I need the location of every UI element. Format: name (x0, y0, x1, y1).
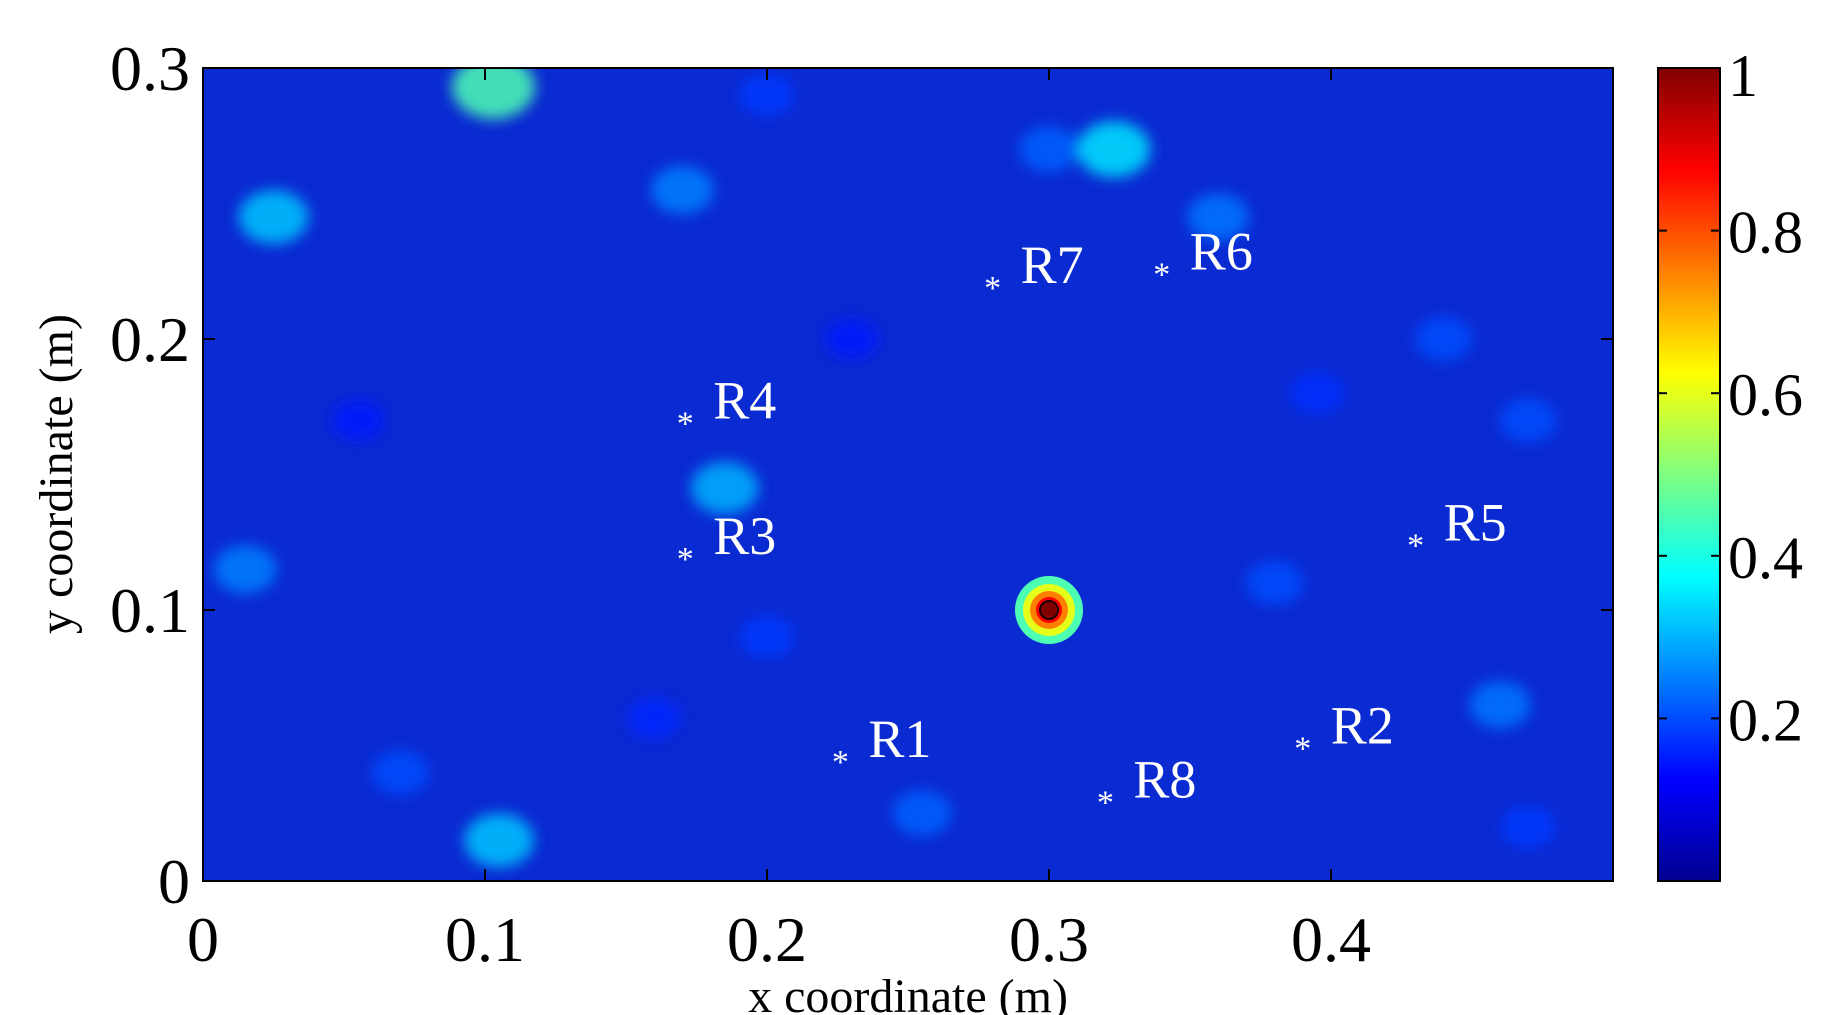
colorbar-tick-label: 0.6 (1728, 362, 1803, 428)
receiver-label: R1 (868, 709, 931, 769)
heatmap-bright-spot (627, 698, 681, 739)
heatmap-bright-spot (464, 813, 534, 868)
x-tick-label: 0.1 (445, 904, 525, 975)
receiver-label: R4 (713, 370, 776, 430)
receiver-marker-star: * (1153, 256, 1170, 293)
receiver-marker: * R6 (1153, 221, 1253, 293)
colorbar-tick-label: 0.8 (1728, 200, 1803, 266)
receiver-label: R3 (713, 506, 776, 566)
colorbar-tick-label: 0.4 (1728, 525, 1803, 591)
heatmap-plot-area: * R1 * R2 * R3 * R4 * R5 * R6 * R7 * R8 (202, 67, 1614, 882)
receiver-marker: * R7 (984, 235, 1084, 307)
x-axis-label: x coordinate (m) (748, 970, 1068, 1015)
receiver-marker: * R5 (1407, 492, 1507, 564)
heatmap-bright-spot (371, 750, 429, 795)
heatmap-bright-spot (332, 400, 385, 441)
heatmap-bright-spot (1469, 681, 1531, 729)
heatmap-bright-spot (1499, 398, 1557, 443)
heatmap-bright-spot (451, 68, 536, 119)
heatmap-bright-spot (214, 545, 277, 594)
heatmap-bright-spot (651, 165, 714, 214)
y-tick-label: 0.2 (110, 304, 190, 375)
heatmap-bright-spot (1415, 317, 1473, 361)
colorbar: 0.2 0.4 0.6 0.8 1 (1657, 43, 1803, 882)
receiver-label: R6 (1190, 221, 1253, 281)
colorbar-tick-label: 0.2 (1728, 687, 1803, 753)
heatmap-bright-spot (1500, 805, 1556, 848)
heatmap-bright-spot (892, 790, 952, 837)
receiver-label: R8 (1133, 750, 1196, 810)
receiver-label: R5 (1444, 492, 1507, 552)
x-axis: 0 0.1 0.2 0.3 0.4 (187, 904, 1371, 975)
receiver-marker-star: * (984, 270, 1001, 307)
x-tick-label: 0.2 (727, 904, 807, 975)
receiver-marker-star: * (1294, 731, 1311, 768)
heatmap-peak-contour (1039, 600, 1059, 620)
y-tick-label: 0.1 (110, 575, 190, 646)
receiver-marker: * R8 (1097, 750, 1197, 822)
receiver-marker: * R1 (832, 709, 932, 781)
receiver-label: R7 (1021, 235, 1084, 295)
x-tick-label: 0.4 (1291, 904, 1371, 975)
colorbar-tick-label: 1 (1728, 43, 1758, 109)
receiver-marker-star: * (677, 541, 694, 578)
plot-frame (202, 67, 1614, 882)
y-axis: 0 0.1 0.2 0.3 (110, 33, 190, 917)
heatmap-bright-spot (1187, 193, 1249, 241)
colorbar-gradient (1657, 67, 1721, 882)
x-tick-label: 0.3 (1009, 904, 1089, 975)
heatmap-bright-spot (825, 319, 878, 359)
heatmap-bright-spot (690, 462, 759, 515)
y-axis-label: y coordinate (m) (30, 314, 83, 634)
x-tick-label: 0 (187, 904, 219, 975)
receiver-marker: * R2 (1294, 696, 1394, 768)
y-tick-label: 0.3 (110, 33, 190, 104)
heatmap-bright-spot (1077, 121, 1151, 178)
receiver-label: R2 (1331, 696, 1394, 756)
heatmap-bright-spot (739, 73, 795, 117)
receiver-marker-star: * (1407, 527, 1424, 564)
heatmap-background (203, 68, 1613, 881)
receiver-marker-star: * (677, 405, 694, 442)
y-tick-label: 0 (158, 846, 190, 917)
receiver-marker-star: * (1097, 785, 1114, 822)
receiver-marker: * R3 (677, 506, 777, 578)
heatmap-bright-spot (1019, 126, 1079, 173)
heatmap-bright-spot (1246, 560, 1304, 605)
receiver-marker-star: * (832, 744, 849, 781)
heatmap-bright-spot (1289, 372, 1344, 415)
receiver-marker: * R4 (677, 370, 777, 442)
heatmap-bright-spot (739, 615, 795, 659)
heatmap-peak (1041, 602, 1057, 618)
heatmap-bright-spot (238, 190, 309, 244)
